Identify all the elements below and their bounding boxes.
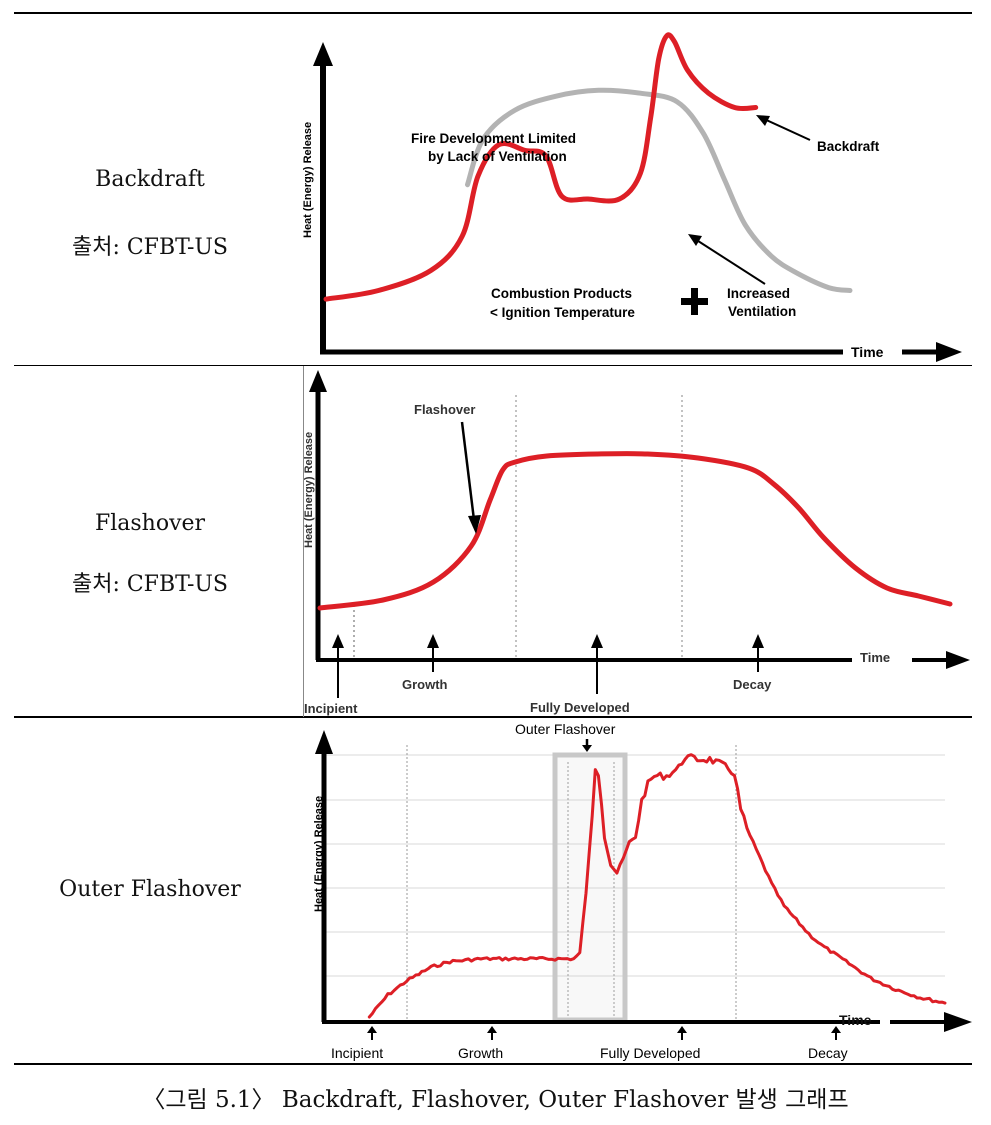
- row-title-outer-flashover: Outer Flashover: [59, 877, 241, 902]
- outer-flashover-highlight-box: [552, 752, 628, 1023]
- outer-x-arrow: [944, 1012, 972, 1032]
- bottom-rule: [14, 1063, 972, 1065]
- outer-growth-head: [487, 1026, 497, 1033]
- outer-stage-fully-developed: Fully Developed: [600, 1045, 700, 1061]
- flashover-pointer-head: [468, 515, 481, 534]
- outer-flashover-pointer-head: [582, 745, 592, 752]
- backdraft-x-arrow: [936, 342, 962, 362]
- row-source-flashover: 출처: CFBT-US: [71, 572, 229, 597]
- backdraft-y-arrow: [313, 42, 333, 66]
- flashover-xlabel: Time: [860, 650, 890, 665]
- annotation-backdraft: Backdraft: [817, 139, 880, 154]
- row-title-backdraft: Backdraft: [95, 167, 205, 192]
- flashover-stage-incipient: Incipient: [304, 701, 358, 716]
- plus-sign-horizontal: [681, 298, 708, 305]
- flashover-y-arrow: [309, 370, 327, 392]
- backdraft-series-increased-ventilation: [323, 32, 759, 302]
- outer-ylabel: Heat (Energy) Release: [313, 796, 325, 912]
- flashover-incipient-head: [332, 634, 344, 648]
- outer-xlabel: Time: [839, 1012, 872, 1028]
- flashover-stage-fully-developed: Fully Developed: [530, 700, 630, 715]
- backdraft-pointer-head: [756, 115, 770, 126]
- flashover-pointer-arrow: [460, 421, 476, 521]
- divider-rule-2: [14, 716, 972, 718]
- outer-stage-incipient: Incipient: [331, 1045, 383, 1061]
- ventilation-pointer-arrow: [694, 238, 766, 285]
- outer-series-heat-release: [367, 753, 947, 1019]
- ventilation-pointer-head: [688, 234, 702, 246]
- annotation-ignition-temperature: < Ignition Temperature: [490, 305, 635, 320]
- annotation-combustion-products: Combustion Products: [491, 286, 632, 301]
- annotation-flashover: Flashover: [414, 402, 475, 417]
- flashover-growth-head: [427, 634, 439, 648]
- backdraft-series-limited-ventilation: [465, 87, 853, 293]
- flashover-fully-developed-head: [591, 634, 603, 648]
- backdraft-pointer-arrow: [761, 117, 811, 141]
- top-rule: [14, 12, 972, 14]
- panel-left-border: [303, 366, 304, 717]
- flashover-stage-growth: Growth: [402, 677, 448, 692]
- outer-stage-decay: Decay: [808, 1045, 848, 1061]
- flashover-stage-decay: Decay: [733, 677, 772, 692]
- flashover-series-fire-development: [317, 451, 953, 611]
- row-title-flashover: Flashover: [94, 511, 206, 536]
- flashover-decay-head: [752, 634, 764, 648]
- backdraft-ylabel: Heat (Energy) Release: [302, 122, 314, 238]
- flashover-x-arrow: [946, 651, 970, 669]
- outer-decay-head: [831, 1026, 841, 1033]
- outer-incipient-head: [367, 1026, 377, 1033]
- flashover-ylabel: Heat (Energy) Release: [303, 432, 315, 548]
- annotation-ventilation: Ventilation: [728, 304, 796, 319]
- outer-fully-developed-head: [677, 1026, 687, 1033]
- figure-caption: 〈그림 5.1〉 Backdraft, Flashover, Outer Fla…: [142, 1087, 849, 1113]
- outer-stage-growth: Growth: [458, 1045, 503, 1061]
- annotation-increased: Increased: [727, 286, 790, 301]
- annotation-by-lack-of-ventilation: by Lack of Ventilation: [428, 149, 567, 164]
- backdraft-xlabel: Time: [851, 344, 884, 360]
- divider-rule-1: [14, 365, 972, 366]
- annotation-fire-development-limited: Fire Development Limited: [411, 131, 576, 146]
- row-source-backdraft: 출처: CFBT-US: [71, 235, 229, 260]
- outer-y-arrow: [315, 730, 333, 754]
- annotation-outer-flashover: Outer Flashover: [515, 721, 616, 737]
